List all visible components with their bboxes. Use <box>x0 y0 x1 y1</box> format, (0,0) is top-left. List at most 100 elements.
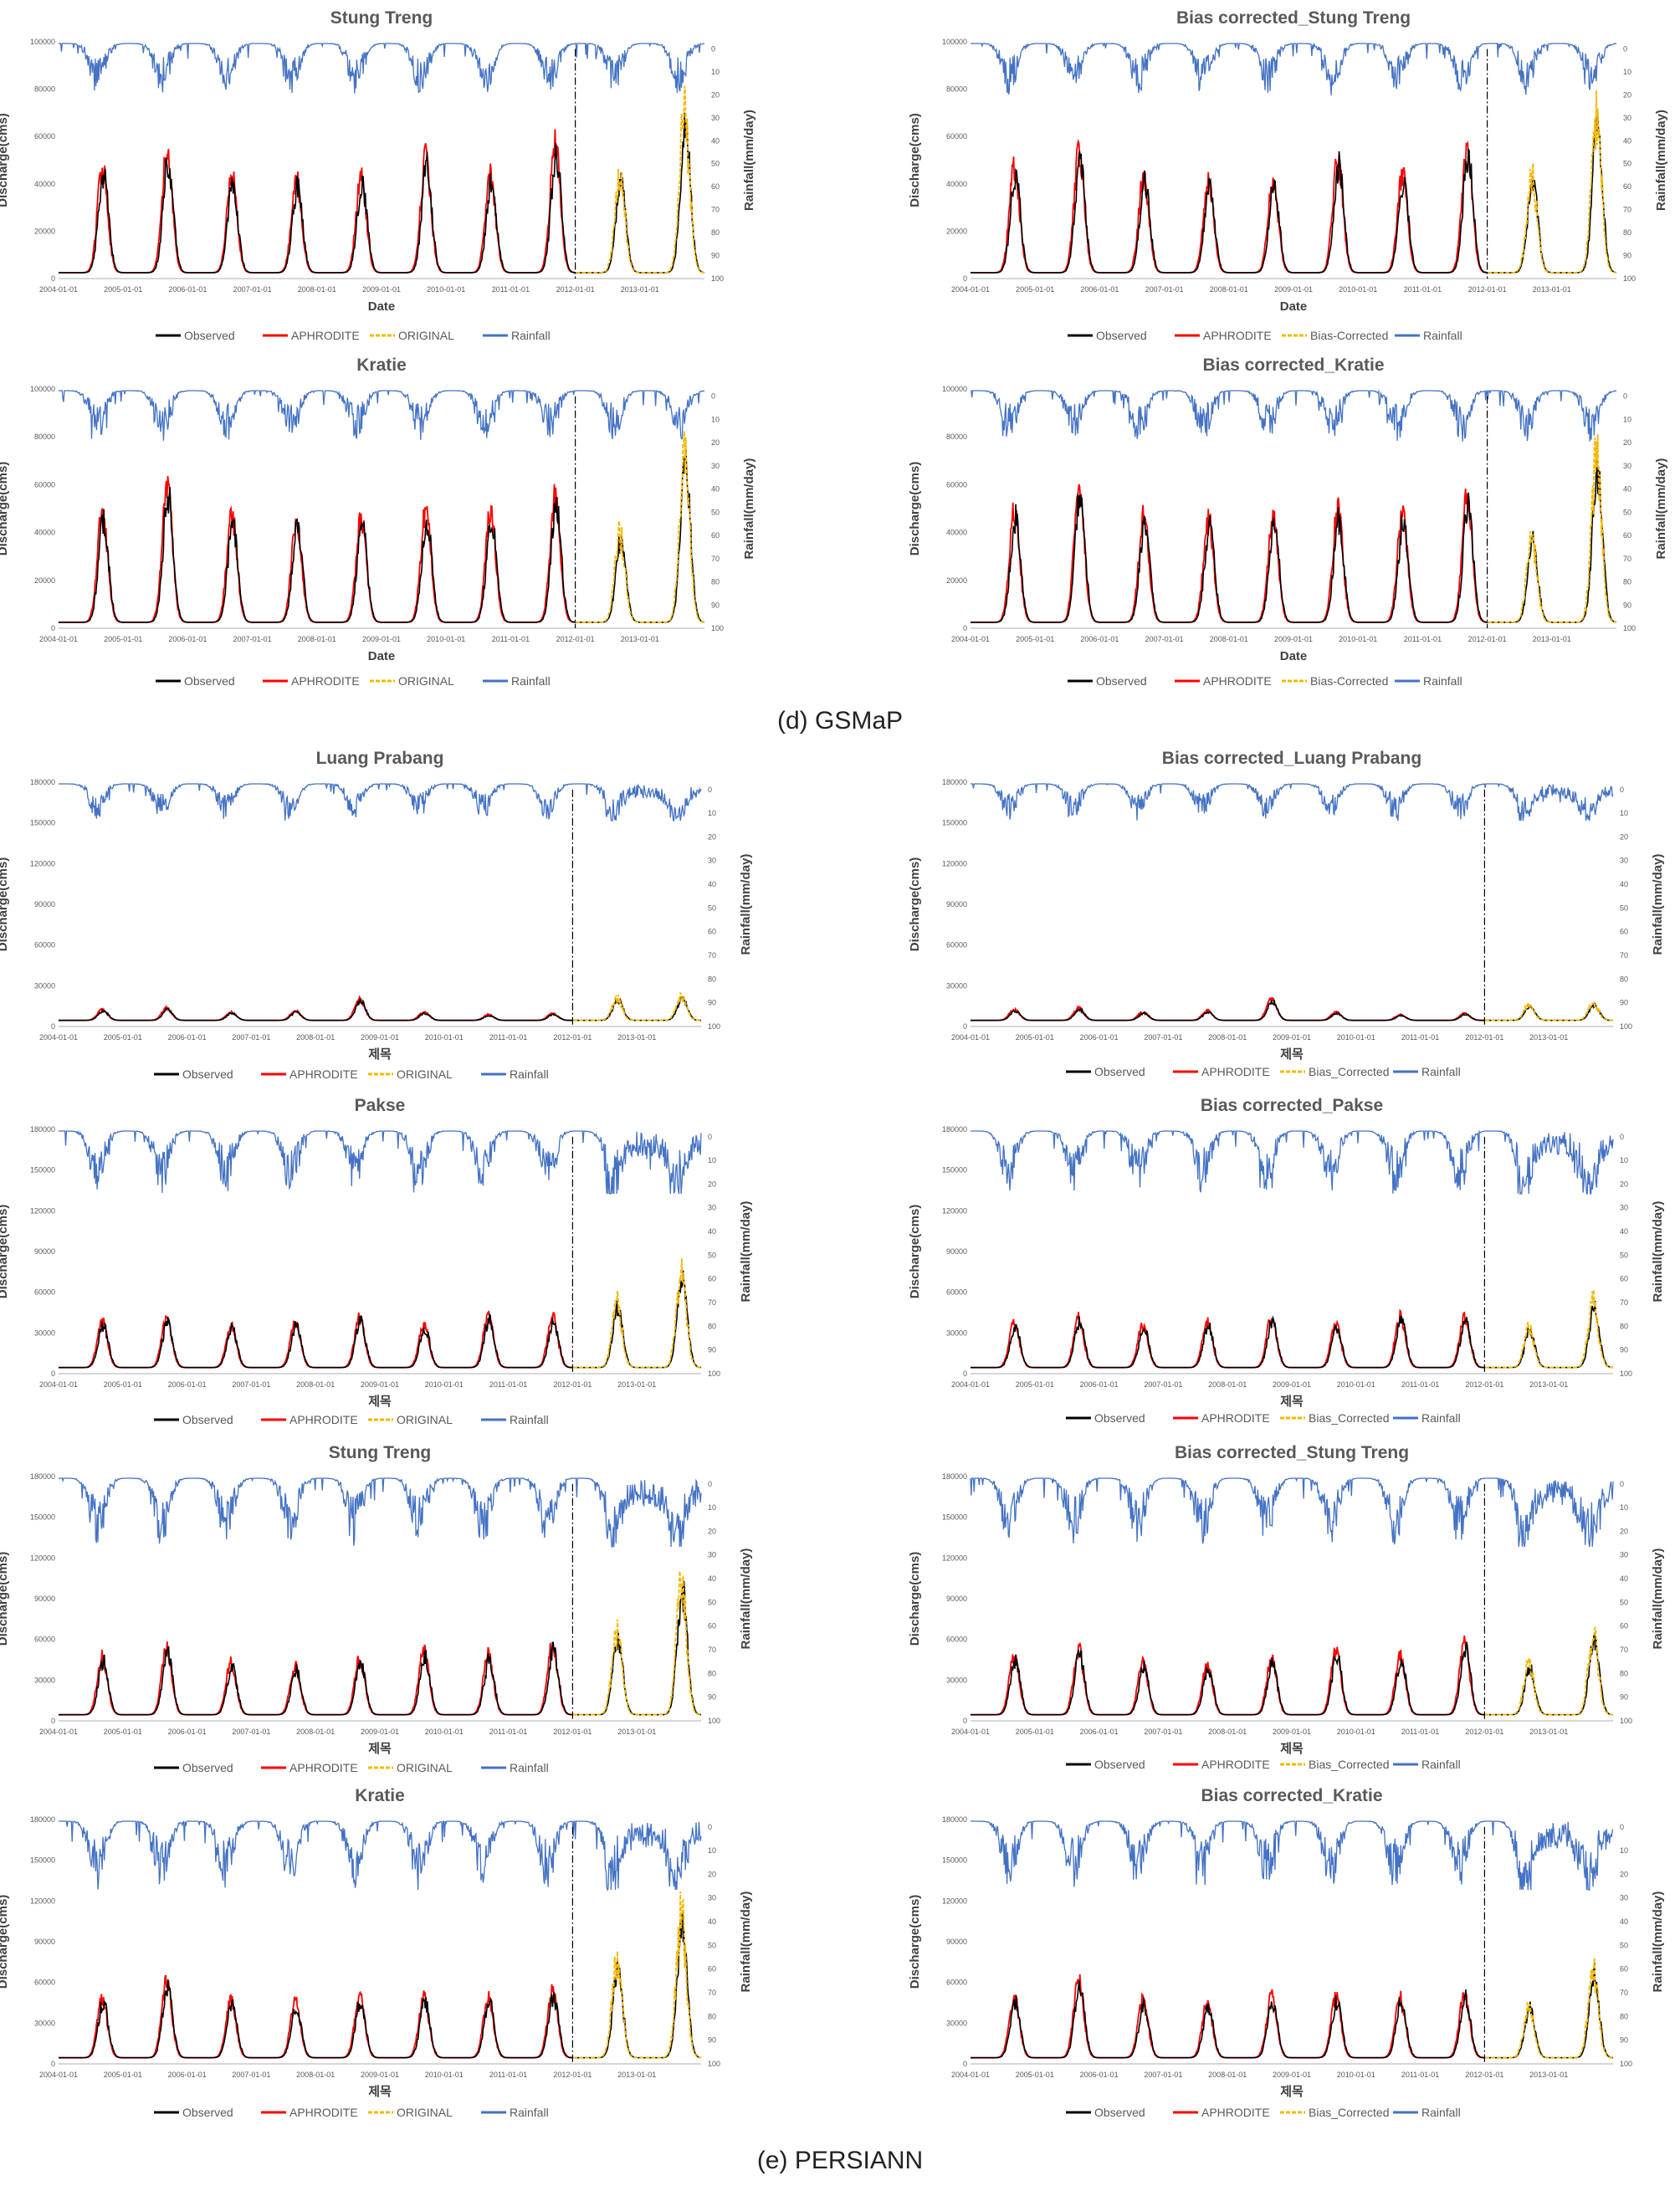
x-tick-label: 2006-01-01 <box>1080 1728 1119 1736</box>
rain-tick-label: 0 <box>1620 1133 1624 1141</box>
rainfall-series <box>971 42 1617 96</box>
x-tick-label: 2008-01-01 <box>298 285 336 294</box>
y-tick-label: 60000 <box>946 480 967 489</box>
legend-label: Bias_Corrected <box>1309 1758 1390 1771</box>
rain-tick-label: 30 <box>708 1894 716 1902</box>
x-tick-label: 2006-01-01 <box>1080 1033 1119 1042</box>
x-tick-label: 2011-01-01 <box>1401 1380 1439 1389</box>
x-tick-label: 2007-01-01 <box>1145 285 1184 294</box>
rain-tick-label: 40 <box>1623 136 1631 145</box>
legend-label: APHRODITE <box>1201 1065 1270 1078</box>
legend-label: Observed <box>1096 329 1147 342</box>
rain-tick-label: 80 <box>1623 578 1631 586</box>
rain-tick-label: 70 <box>708 1646 716 1654</box>
rain-tick-label: 50 <box>708 1941 716 1949</box>
rain-tick-label: 40 <box>1620 880 1628 888</box>
y-tick-label: 90000 <box>946 1595 967 1603</box>
y-tick-label: 100000 <box>942 38 967 46</box>
rain-tick-label: 90 <box>708 999 716 1007</box>
chart-panel-7: Pakse 0 30000 60000 90000 120000 150000 180000 0… <box>0 1092 776 1461</box>
rain-tick-label: 0 <box>708 1480 712 1488</box>
chart-title: Bias corrected_Pakse <box>1201 1096 1383 1115</box>
rain-tick-label: 60 <box>1620 928 1628 936</box>
rain-tick-label: 50 <box>1620 904 1628 912</box>
legend-label: Observed <box>1094 1411 1145 1425</box>
x-tick-label: 2005-01-01 <box>104 285 142 294</box>
x-tick-label: 2013-01-01 <box>1529 1728 1568 1736</box>
rain-tick-label: 60 <box>708 1965 716 1973</box>
y-axis-label: Discharge(cms) <box>0 1895 10 1989</box>
rain-tick-label: 50 <box>708 1251 716 1259</box>
rain-tick-label: 80 <box>711 578 720 586</box>
rain-tick-label: 40 <box>711 136 720 145</box>
chart-svg: Luang Prabang 0 30000 60000 90000 120000 15000… <box>0 749 753 1081</box>
rain-tick-label: 20 <box>708 1180 716 1188</box>
chart-panel-5: Luang Prabang 0 30000 60000 90000 120000 15000… <box>0 745 776 1115</box>
original-series <box>573 992 701 1021</box>
rain-tick-label: 90 <box>708 2036 716 2045</box>
y2-axis-label: Rainfall(mm/day) <box>1651 854 1665 955</box>
aphrodite-series <box>971 138 1488 274</box>
x-tick-label: 2010-01-01 <box>427 285 465 294</box>
chart-svg: Pakse 0 30000 60000 90000 120000 150000 180000 0… <box>0 1096 753 1426</box>
rain-tick-label: 40 <box>1620 1227 1628 1236</box>
y2-axis-label: Rainfall(mm/day) <box>739 1549 753 1650</box>
rain-tick-label: 30 <box>1620 1894 1628 1902</box>
rain-tick-label: 0 <box>708 786 712 794</box>
rain-tick-label: 80 <box>708 2012 716 2020</box>
x-tick-label: 2010-01-01 <box>425 1033 464 1042</box>
rain-tick-label: 60 <box>1623 531 1631 540</box>
y-tick-label: 30000 <box>34 1676 55 1684</box>
aphrodite-series <box>971 996 1485 1021</box>
rain-tick-label: 80 <box>708 1669 716 1677</box>
x-tick-label: 2008-01-01 <box>296 1033 335 1042</box>
x-tick-label: 2010-01-01 <box>1339 635 1377 643</box>
y-tick-label: 60000 <box>946 1636 967 1644</box>
x-tick-label: 2010-01-01 <box>425 1728 464 1736</box>
chart-title: Bias corrected_Luang Prabang <box>1162 749 1421 768</box>
rain-tick-label: 90 <box>1620 1693 1628 1702</box>
rain-tick-label: 100 <box>1620 1717 1632 1725</box>
rain-tick-label: 30 <box>708 1551 716 1559</box>
legend-label: ORIGINAL <box>398 674 454 688</box>
y-tick-label: 150000 <box>942 819 967 827</box>
rain-tick-label: 0 <box>711 44 715 53</box>
y-tick-label: 80000 <box>946 85 967 94</box>
x-tick-label: 2009-01-01 <box>362 635 401 643</box>
rain-tick-label: 100 <box>1623 624 1636 632</box>
x-tick-label: 2009-01-01 <box>1273 1380 1311 1389</box>
x-tick-label: 2010-01-01 <box>1339 285 1377 294</box>
chart-svg: Bias corrected_Stung Treng02000040000600… <box>908 8 1668 342</box>
rain-tick-label: 70 <box>1623 555 1631 563</box>
rain-tick-label: 20 <box>1623 90 1631 99</box>
y-axis-label: Discharge(cms) <box>908 462 922 556</box>
rain-tick-label: 20 <box>708 832 716 841</box>
rainfall-series <box>970 1477 1614 1548</box>
rain-tick-label: 30 <box>1623 462 1631 470</box>
y-tick-label: 60000 <box>34 1636 55 1644</box>
rain-tick-label: 40 <box>711 485 720 494</box>
y-tick-label: 0 <box>963 2060 967 2068</box>
x-tick-label: 2006-01-01 <box>1080 635 1119 643</box>
y-tick-label: 90000 <box>946 900 967 909</box>
legend-label: Rainfall <box>1423 674 1462 688</box>
legend-label: APHRODITE <box>1203 329 1272 342</box>
x-tick-label: 2004-01-01 <box>951 635 990 643</box>
x-tick-label: 2005-01-01 <box>1016 635 1054 643</box>
rain-tick-label: 20 <box>708 1870 716 1878</box>
chart-panel-9: Stung Treng 0 30000 60000 90000 120000 150000 1… <box>0 1439 776 1809</box>
rain-tick-label: 40 <box>1620 1917 1628 1926</box>
rain-tick-label: 80 <box>708 1322 716 1330</box>
chart-title: Luang Prabang <box>316 749 444 768</box>
y-tick-label: 90000 <box>946 1938 967 1946</box>
original-series <box>1485 1001 1613 1021</box>
legend-label: Rainfall <box>1421 1411 1461 1425</box>
rain-tick-label: 90 <box>1620 2036 1628 2045</box>
y-tick-label: 0 <box>51 1369 55 1378</box>
legend-label: Rainfall <box>510 1067 549 1081</box>
x-tick-label: 2007-01-01 <box>1144 1728 1182 1736</box>
x-tick-label: 2009-01-01 <box>1273 2071 1311 2079</box>
x-tick-label: 2013-01-01 <box>621 285 659 294</box>
x-tick-label: 2004-01-01 <box>951 1728 990 1736</box>
legend-label: ORIGINAL <box>397 1067 453 1081</box>
